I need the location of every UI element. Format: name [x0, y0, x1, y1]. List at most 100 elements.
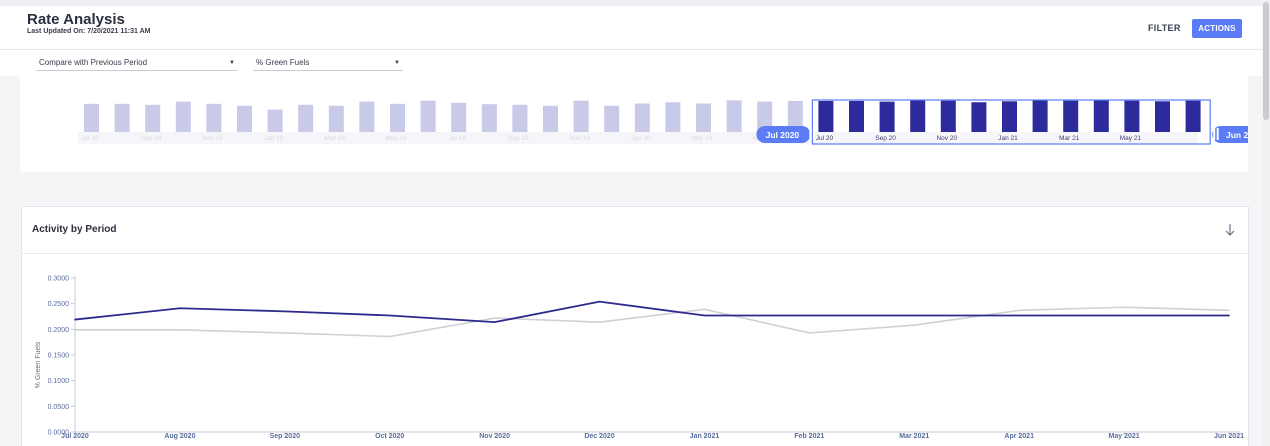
y-axis-label: % Green Fuels: [35, 341, 42, 388]
x-tick-label: Mar 2021: [899, 433, 929, 440]
series-line: [75, 306, 1230, 338]
drag-handle-icon: [809, 128, 812, 140]
brush-bar: [726, 100, 742, 132]
chevron-down-icon: ▼: [394, 60, 400, 66]
y-tick-label: 0.3000: [48, 276, 70, 283]
panel-title: Activity by Period: [32, 224, 117, 235]
brush-bar: [879, 101, 895, 132]
brush-bar: [328, 105, 344, 132]
brush-bar: [298, 104, 314, 132]
activity-line-chart: 0.0000 0.0500 0.1000 0.1500 0.2000 0.2500 0.30…: [35, 276, 1244, 441]
brush-tick-label: Nov 19: [569, 135, 590, 142]
series-point: [1123, 314, 1125, 317]
metric-value: % Green Fuels: [256, 58, 310, 67]
drag-handle-icon: [1213, 128, 1216, 140]
activity-panel: Activity by Period 0.0000 0.0500 0.1000 0.1…: [21, 206, 1249, 446]
x-tick-label: Nov 2020: [479, 433, 510, 440]
series-point: [598, 321, 601, 323]
compare-period-value: Compare with Previous Period: [39, 58, 148, 67]
brush-tick-label: Jul 20: [816, 135, 834, 142]
x-tick-label: Jun 2021: [1214, 433, 1244, 440]
brush-bar: [604, 105, 620, 132]
brush-bar: [849, 100, 864, 132]
series-point: [598, 300, 601, 303]
controls-bar: Compare with Previous Period ▼ % Green F…: [0, 50, 1262, 76]
period-brush-chart[interactable]: Jul 18 Sep 18 Nov 18 Jan 19 Mar 19 May 19 Jul …: [20, 76, 1269, 172]
brush-tick-label: Nov 20: [936, 135, 957, 142]
series-point: [74, 318, 76, 321]
brush-tick-label: Sep 20: [875, 135, 896, 142]
series-point: [703, 308, 706, 311]
last-updated-text: Last Updated On: 7/20/2021 11:31 AM: [27, 28, 151, 35]
compare-period-select[interactable]: Compare with Previous Period ▼: [36, 56, 238, 71]
brush-tick-label: May 19: [385, 135, 407, 142]
series-point: [284, 332, 286, 334]
series-point: [388, 335, 391, 338]
y-tick-label: 0.2000: [48, 327, 70, 334]
brush-bar: [1032, 100, 1048, 132]
vertical-scrollbar[interactable]: [1262, 0, 1270, 446]
scrollbar-thumb[interactable]: [1263, 2, 1269, 120]
panel-divider: [22, 253, 1248, 254]
metric-select[interactable]: % Green Fuels ▼: [253, 56, 403, 71]
page-header: Rate Analysis Last Updated On: 7/20/2021…: [0, 6, 1262, 50]
brush-tick-label: Mar 20: [692, 135, 713, 142]
brush-bar: [1002, 101, 1017, 132]
brush-bar: [818, 100, 834, 132]
brush-bar: [481, 104, 497, 132]
brush-bar: [114, 103, 130, 132]
brush-bar: [420, 100, 436, 132]
brush-tick-label: May 21: [1120, 135, 1142, 142]
brush-bar: [1063, 100, 1079, 132]
brush-tick-label: Jan 21: [998, 135, 1018, 142]
series-line: [74, 300, 1229, 324]
series-point: [388, 314, 391, 317]
brush-tick-label: Sep 18: [141, 135, 162, 142]
series-point: [179, 307, 181, 310]
brush-tick-label: Mar 19: [325, 135, 346, 142]
brush-tick-label: Jan 19: [264, 135, 284, 142]
brush-bar: [175, 101, 191, 132]
brush-bar: [940, 100, 956, 132]
brush-bar: [390, 103, 405, 132]
arrow-down-icon[interactable]: [1224, 223, 1236, 237]
series-point: [1123, 306, 1125, 309]
brush-bar: [696, 103, 711, 132]
brush-tick-label: Jul 18: [81, 135, 99, 142]
x-tick-label: Feb 2021: [794, 433, 824, 440]
x-tick-label: May 2021: [1109, 433, 1140, 440]
brush-start-label: Jul 2020: [766, 130, 800, 140]
brush-bar: [206, 103, 222, 132]
drag-handle-icon: [1216, 128, 1219, 140]
brush-bar: [512, 104, 528, 132]
series-point: [913, 314, 916, 317]
brush-bar: [451, 102, 467, 132]
y-tick-label: 0.1500: [48, 353, 70, 360]
series-point: [1228, 314, 1230, 317]
brush-tick-label: Jan 20: [631, 135, 651, 142]
x-tick-label: Sep 2020: [270, 433, 300, 440]
brush-tick-label: Jul 19: [449, 135, 467, 142]
series-point: [284, 310, 286, 313]
brush-tick-label: Sep 19: [508, 135, 529, 142]
x-tick-label: Oct 2020: [375, 433, 404, 440]
series-point: [913, 324, 916, 327]
page-title: Rate Analysis: [27, 11, 125, 28]
filter-button[interactable]: FILTER: [1142, 19, 1187, 37]
brush-tick-label: Nov 18: [202, 135, 223, 142]
drag-handle-icon: [812, 128, 815, 140]
brush-bar: [267, 109, 283, 132]
brush-bar: [665, 102, 681, 132]
actions-button[interactable]: ACTIONS: [1192, 19, 1242, 38]
brush-axis-band: [78, 132, 1198, 144]
x-tick-label: Apr 2021: [1004, 433, 1034, 440]
brush-end-label: Jun 2021: [1226, 130, 1248, 140]
brush-bar: [757, 101, 773, 132]
brush-bar: [573, 100, 589, 132]
series-point: [1018, 309, 1020, 312]
series-point: [74, 329, 76, 331]
y-tick-label: 0.1000: [48, 378, 70, 385]
series-point: [808, 332, 811, 334]
brush-bar: [910, 100, 926, 132]
chevron-down-icon: ▼: [229, 60, 235, 66]
